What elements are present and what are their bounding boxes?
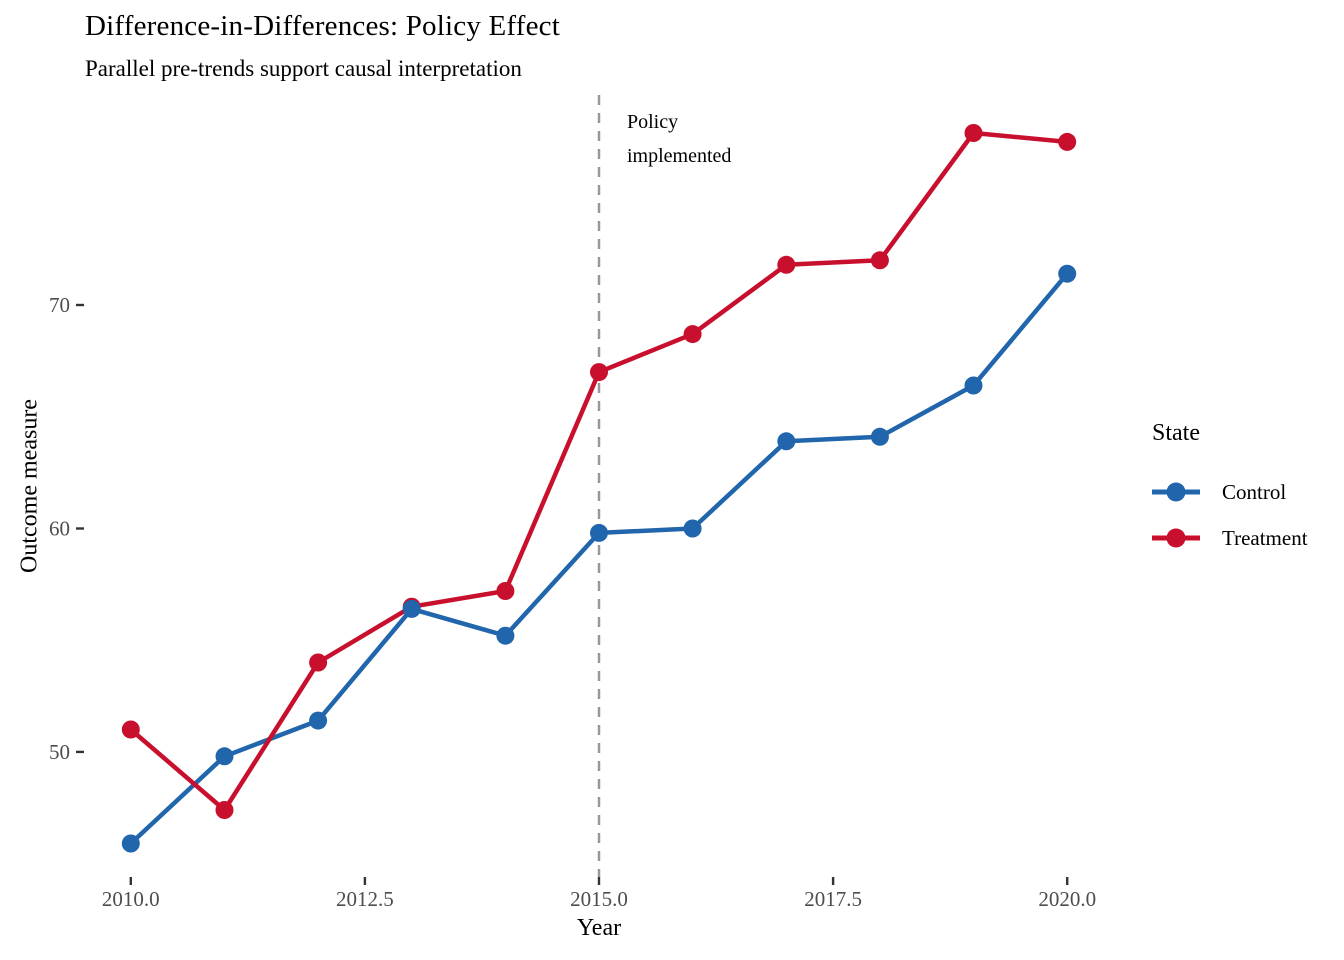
x-axis-title: Year [576, 915, 622, 941]
treatment-point [964, 124, 983, 142]
policy-annotation-line1: Policy [627, 111, 679, 133]
control-point [402, 599, 421, 618]
x-tick-label: 2010.0 [102, 887, 160, 911]
x-tick-label: 2012.5 [336, 887, 394, 911]
control-legend-key-icon [1152, 482, 1200, 502]
x-tick-label: 2015.0 [570, 887, 628, 911]
control-line [129, 272, 1069, 846]
control-point [870, 427, 889, 446]
treatment-point [683, 325, 702, 344]
treatment-point [777, 255, 796, 274]
y-tick-label: 60 [49, 517, 70, 541]
chart-subtitle: Parallel pre-trends support causal inter… [85, 56, 522, 81]
control-point [215, 747, 234, 766]
policy-annotation: Policy implemented [627, 105, 731, 173]
treatment-point [121, 720, 140, 739]
y-tick-label: 70 [49, 293, 70, 317]
x-tick-label: 2017.5 [804, 887, 862, 911]
control-point [1058, 264, 1077, 283]
legend: State Control Treatment [1152, 420, 1342, 561]
legend-entry-treatment-label: Treatment [1222, 525, 1308, 550]
y-axis-title: Outcome measure [16, 399, 43, 573]
treatment-point [1058, 132, 1077, 151]
chart-title: Difference-in-Differences: Policy Effect [85, 10, 561, 42]
control-point [683, 519, 702, 538]
treatment-point [309, 653, 328, 672]
legend-title: State [1152, 420, 1200, 446]
control-point [964, 376, 983, 395]
treatment-point [215, 801, 234, 819]
x-tick-label: 2020.0 [1038, 887, 1096, 911]
control-point [496, 626, 515, 645]
y-tick-label: 50 [49, 740, 70, 764]
treatment-point [590, 363, 608, 382]
policy-annotation-line2: implemented [627, 145, 732, 167]
control-point [590, 523, 608, 542]
legend-entry-control-label: Control [1222, 479, 1287, 504]
legend-entry-control: Control [1152, 469, 1342, 515]
treatment-point [496, 582, 515, 600]
control-point [309, 711, 328, 730]
control-point [121, 834, 140, 853]
treatment-point [870, 251, 889, 270]
treatment-legend-key-icon [1152, 528, 1200, 548]
legend-entry-treatment: Treatment [1152, 515, 1342, 561]
control-point [777, 432, 796, 451]
